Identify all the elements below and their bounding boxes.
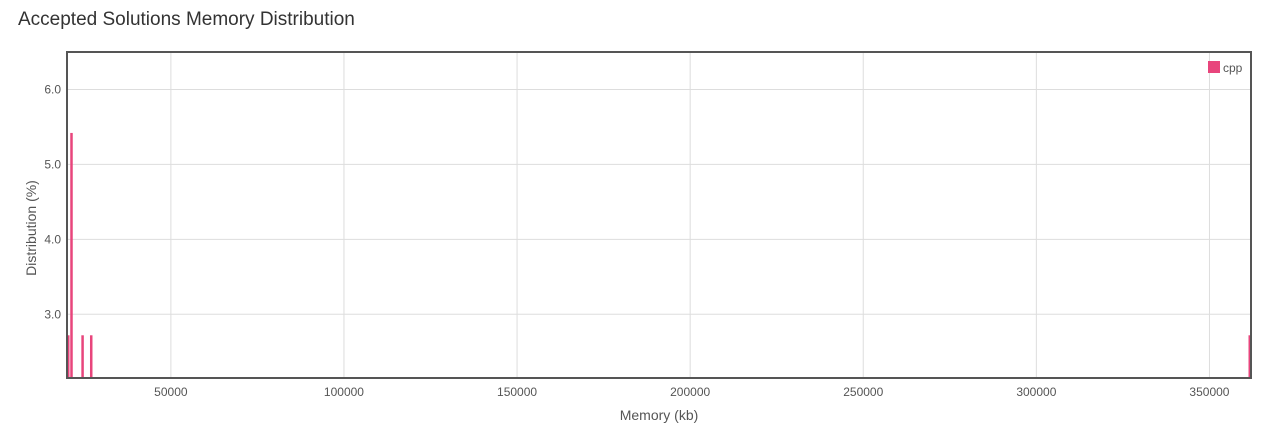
- y-tick-label: 3.0: [44, 307, 61, 321]
- x-tick-label: 50000: [154, 385, 188, 399]
- legend[interactable]: cpp: [1208, 61, 1243, 75]
- bar-cpp[interactable]: [67, 335, 70, 378]
- x-tick-label: 150000: [497, 385, 537, 399]
- y-tick-label: 4.0: [44, 232, 61, 246]
- grid-lines: [67, 52, 1251, 378]
- y-axis-ticks: 3.0 4.0 5.0 6.0: [44, 82, 61, 321]
- plot-background: [67, 52, 1251, 378]
- legend-label-cpp: cpp: [1223, 61, 1243, 75]
- y-tick-label: 6.0: [44, 82, 61, 96]
- x-tick-label: 250000: [843, 385, 883, 399]
- y-axis-label: Distribution (%): [23, 180, 39, 276]
- bar-cpp[interactable]: [1248, 335, 1252, 378]
- legend-swatch-cpp: [1208, 61, 1220, 73]
- x-tick-label: 300000: [1016, 385, 1056, 399]
- x-tick-label: 200000: [670, 385, 710, 399]
- x-axis-ticks: 50000 100000 150000 200000 250000 300000 35000…: [154, 385, 1230, 399]
- x-axis-label: Memory (kb): [620, 407, 699, 423]
- bar-cpp[interactable]: [89, 335, 93, 378]
- bar-cpp[interactable]: [70, 132, 73, 378]
- bars: [67, 132, 1252, 378]
- chart-title: Accepted Solutions Memory Distribution: [18, 9, 355, 30]
- x-tick-label: 100000: [324, 385, 364, 399]
- bar-cpp[interactable]: [81, 335, 84, 378]
- plot-frame: [66, 51, 1252, 379]
- x-tick-label: 350000: [1189, 385, 1229, 399]
- y-tick-label: 5.0: [44, 157, 61, 171]
